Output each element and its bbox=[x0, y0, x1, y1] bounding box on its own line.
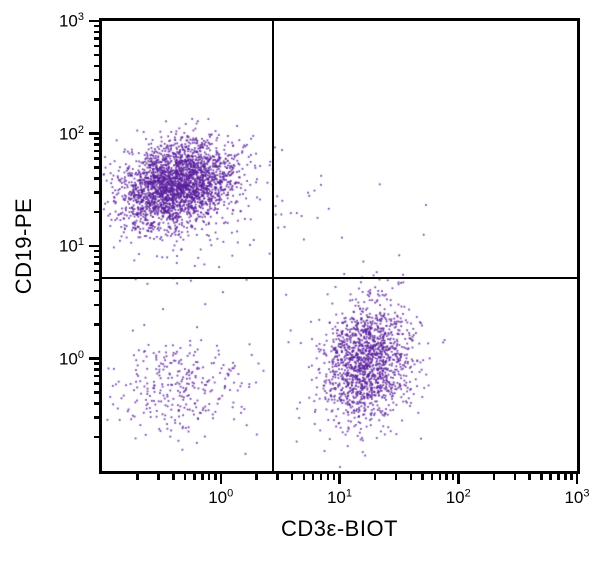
x-minor-tick bbox=[207, 474, 211, 480]
x-major-tick bbox=[457, 474, 460, 484]
x-minor-tick bbox=[136, 474, 139, 480]
y-minor-tick bbox=[93, 374, 99, 378]
y-minor-tick bbox=[93, 362, 99, 365]
x-minor-tick bbox=[319, 474, 323, 480]
x-minor-tick bbox=[451, 474, 455, 480]
y-major-tick bbox=[89, 357, 99, 360]
y-minor-tick bbox=[93, 53, 99, 57]
y-minor-tick bbox=[93, 435, 99, 439]
x-major-tick bbox=[575, 474, 579, 484]
x-tick-label: 103 bbox=[564, 487, 590, 507]
x-minor-tick bbox=[326, 474, 330, 480]
x-minor-tick bbox=[528, 474, 531, 480]
x-minor-tick bbox=[513, 474, 517, 480]
x-minor-tick bbox=[157, 474, 160, 480]
x-minor-tick bbox=[549, 474, 552, 480]
y-minor-tick bbox=[93, 323, 99, 326]
x-minor-tick bbox=[373, 474, 377, 480]
x-tick-label: 102 bbox=[445, 487, 471, 507]
x-major-tick bbox=[219, 474, 222, 484]
y-minor-tick bbox=[93, 98, 99, 101]
x-minor-tick bbox=[193, 474, 196, 480]
x-minor-tick bbox=[201, 474, 204, 480]
y-minor-tick bbox=[93, 24, 99, 28]
x-minor-tick bbox=[302, 474, 305, 480]
x-minor-tick bbox=[492, 474, 496, 480]
x-axis-label: CD3ε-BIOT bbox=[281, 516, 398, 541]
x-tick-label: 100 bbox=[208, 487, 234, 507]
x-minor-tick bbox=[430, 474, 434, 480]
y-minor-tick bbox=[93, 191, 99, 194]
x-minor-tick bbox=[438, 474, 442, 480]
y-minor-tick bbox=[93, 143, 99, 146]
y-minor-tick bbox=[93, 137, 99, 140]
y-minor-tick bbox=[93, 78, 99, 82]
x-minor-tick bbox=[557, 474, 560, 480]
x-minor-tick bbox=[564, 474, 567, 480]
x-tick-label: 101 bbox=[326, 487, 353, 507]
x-minor-tick bbox=[332, 474, 336, 480]
y-major-tick bbox=[89, 132, 99, 135]
y-minor-tick bbox=[93, 278, 99, 282]
x-minor-tick bbox=[540, 474, 543, 480]
x-minor-tick bbox=[311, 474, 315, 480]
x-minor-tick bbox=[214, 474, 217, 480]
y-tick-label: 102 bbox=[58, 123, 84, 143]
y-minor-tick bbox=[93, 391, 99, 394]
y-minor-tick bbox=[93, 416, 99, 419]
y-minor-tick bbox=[93, 303, 99, 307]
x-minor-tick bbox=[445, 474, 448, 480]
x-major-tick bbox=[338, 474, 341, 484]
x-minor-tick bbox=[183, 474, 187, 480]
y-tick-label: 103 bbox=[58, 10, 84, 31]
y-tick-label: 100 bbox=[58, 348, 84, 368]
x-minor-tick bbox=[276, 474, 279, 480]
y-minor-tick bbox=[93, 382, 99, 385]
y-minor-tick bbox=[93, 157, 99, 160]
x-minor-tick bbox=[172, 474, 175, 480]
y-minor-tick bbox=[93, 402, 99, 405]
y-major-tick bbox=[89, 244, 99, 248]
x-minor-tick bbox=[570, 474, 573, 480]
x-minor-tick bbox=[409, 474, 413, 480]
y-minor-tick bbox=[93, 44, 99, 48]
y-minor-tick bbox=[93, 210, 99, 214]
x-minor-tick bbox=[290, 474, 294, 480]
y-major-tick bbox=[89, 19, 99, 23]
y-minor-tick bbox=[93, 30, 99, 34]
y-axis-label: CD19-PE bbox=[11, 197, 36, 295]
y-minor-tick bbox=[93, 149, 99, 153]
x-minor-tick bbox=[394, 474, 398, 480]
y-minor-tick bbox=[93, 166, 99, 169]
y-minor-tick bbox=[93, 262, 99, 265]
y-minor-tick bbox=[93, 368, 99, 371]
y-minor-tick bbox=[93, 64, 99, 68]
scatter-dots-canvas bbox=[102, 21, 577, 471]
y-minor-tick bbox=[93, 37, 99, 40]
x-minor-tick bbox=[255, 474, 258, 480]
y-minor-tick bbox=[93, 269, 99, 273]
x-minor-tick bbox=[421, 474, 424, 480]
y-minor-tick bbox=[93, 249, 99, 253]
y-minor-tick bbox=[93, 255, 99, 259]
y-minor-tick bbox=[93, 289, 99, 293]
y-tick-label: 101 bbox=[58, 235, 84, 256]
y-minor-tick bbox=[93, 177, 99, 180]
